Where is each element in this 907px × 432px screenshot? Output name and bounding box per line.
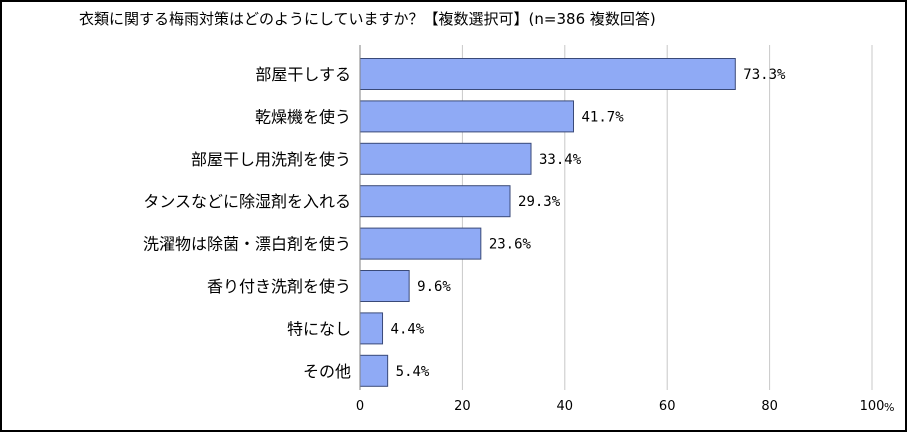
x-tick-label-80: 80	[761, 399, 778, 414]
x-unit-label: %	[884, 401, 894, 414]
value-label-6: 9.6%	[417, 279, 451, 295]
value-label-7: 4.4%	[391, 321, 425, 337]
x-tick-label-100: 100	[860, 399, 885, 414]
value-label-5: 23.6%	[489, 237, 532, 253]
category-label-5: 洗濯物は除菌・漂白剤を使う	[143, 235, 351, 254]
x-tick-label-40: 40	[557, 399, 574, 414]
value-label-3: 33.4%	[539, 152, 582, 168]
bar-7	[359, 312, 384, 345]
bar-2	[359, 100, 575, 133]
value-label-2: 41.7%	[582, 109, 625, 125]
x-tick-label-20: 20	[454, 399, 471, 414]
category-label-1: 部屋干しする	[255, 65, 351, 84]
bar-8	[359, 354, 389, 387]
category-label-6: 香り付き洗剤を使う	[207, 277, 351, 296]
x-tick-label-0: 0	[356, 399, 364, 414]
value-label-4: 29.3%	[518, 194, 561, 210]
category-label-4: タンスなどに除湿剤を入れる	[143, 192, 351, 211]
category-label-8: その他	[303, 362, 351, 381]
value-label-1: 73.3%	[743, 67, 786, 83]
axis-layer: 0 20 40 60 80 100%	[356, 45, 894, 414]
bar-1	[359, 58, 736, 90]
bar-4	[359, 185, 511, 218]
bar-6	[359, 270, 410, 302]
value-label-8: 5.4%	[396, 364, 430, 380]
label-layer: 部屋干しする 73.3% 乾燥機を使う 41.7% 部屋干し用洗剤を使う 33.4% タンス…	[143, 65, 786, 381]
category-label-7: 特になし	[287, 319, 351, 338]
category-label-2: 乾燥機を使う	[255, 107, 351, 126]
bar-3	[359, 142, 532, 175]
grid-layer	[461, 45, 873, 390]
category-label-3: 部屋干し用洗剤を使う	[191, 150, 351, 169]
x-tick-label-60: 60	[659, 399, 676, 414]
chart-title: 衣類に関する梅雨対策はどのようにしていますか？【複数選択可】(n=386 複数回…	[79, 10, 656, 28]
bar-5	[359, 227, 482, 260]
